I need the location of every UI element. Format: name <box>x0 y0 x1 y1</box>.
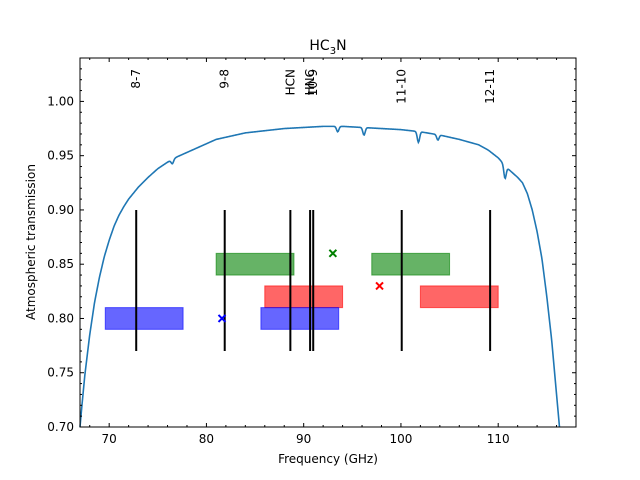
spectral-line-label-1: 8-7 <box>129 69 143 89</box>
lines-layer <box>135 209 492 352</box>
x-tick-label: 70 <box>102 432 117 446</box>
spectral-line-label-7: 12-11 <box>483 69 497 104</box>
chart-title-subscript: 3 <box>330 46 336 57</box>
y-tick-label: 0.75 <box>47 366 74 380</box>
y-tick-label: 0.95 <box>47 149 74 163</box>
chart-title-suffix: N <box>336 38 346 54</box>
spectral-line-label-4: HNC <box>303 69 317 95</box>
y-tick-label: 1.00 <box>47 94 74 108</box>
spectral-line-label-6: 11-10 <box>395 69 409 104</box>
point-marker-1 <box>217 314 227 323</box>
frequency-band-1 <box>215 252 295 276</box>
frequency-band-6 <box>260 307 340 330</box>
y-tick-label: 0.90 <box>47 203 74 217</box>
point-marker-2 <box>328 249 338 258</box>
chart-title-main: HC <box>309 38 330 54</box>
markers-layer <box>217 249 384 323</box>
transmission-curve <box>79 125 561 428</box>
frequency-band-4 <box>419 285 499 309</box>
y-axis-label: Atmospheric transmission <box>24 164 38 320</box>
x-tick-label: 80 <box>199 432 214 446</box>
bands-layer <box>104 252 499 330</box>
spectral-line-label-3: HCN <box>283 69 297 95</box>
curve-layer <box>79 125 561 428</box>
frequency-band-5 <box>104 307 184 330</box>
ticks-layer: 70 80 90 100 110 0.70 0.75 0.80 0.85 0.90 0.95 1.00 <box>47 57 577 446</box>
spectral-line-label-5: 10-9 <box>306 69 320 96</box>
plot-frame <box>79 57 577 428</box>
x-tick-label: 90 <box>296 432 311 446</box>
x-tick-label: 110 <box>487 432 510 446</box>
y-tick-label: 0.70 <box>47 420 74 434</box>
x-axis-label: Frequency (GHz) <box>278 452 378 466</box>
y-tick-label: 0.80 <box>47 311 74 325</box>
x-tick-label: 100 <box>389 432 412 446</box>
y-tick-label: 0.85 <box>47 257 74 271</box>
spectral-line-label-2: 9-8 <box>218 69 232 89</box>
chart-title: HC3N <box>309 38 346 57</box>
point-marker-3 <box>375 281 384 291</box>
frequency-band-3 <box>264 285 344 309</box>
frequency-band-2 <box>371 252 451 276</box>
